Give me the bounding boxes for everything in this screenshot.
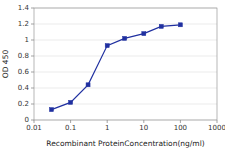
marker xyxy=(178,23,182,27)
series xyxy=(49,23,182,112)
y-tick xyxy=(31,88,34,89)
marker xyxy=(142,32,146,36)
marker xyxy=(159,24,163,28)
x-tick-label: 1000 xyxy=(208,124,225,132)
y-tick-label: 1.4 xyxy=(18,4,30,12)
grid-line xyxy=(34,104,217,105)
y-tick-label: 1 xyxy=(25,36,29,44)
y-tick-label: 1.2 xyxy=(18,20,29,28)
grid-line xyxy=(34,72,217,73)
y-tick xyxy=(31,8,34,9)
grid-line xyxy=(34,88,217,89)
marker xyxy=(49,108,53,112)
grid-line xyxy=(34,24,217,25)
y-tick xyxy=(31,40,34,41)
x-tick-label: 0.1 xyxy=(65,124,76,132)
marker xyxy=(123,36,127,40)
y-tick xyxy=(31,104,34,105)
plot-frame xyxy=(34,8,217,120)
y-tick xyxy=(31,72,34,73)
marker xyxy=(86,83,90,87)
marker xyxy=(105,44,109,48)
y-tick-label: 0.2 xyxy=(18,100,29,108)
grid xyxy=(34,8,217,120)
chart: 0 0.2 0.4 0.6 0.8 1 1.2 1.4 0.01 0.1 1 10 100 1000 Rec… xyxy=(0,0,225,150)
y-tick-label: 0.4 xyxy=(18,84,30,92)
y-tick-label: 0.6 xyxy=(18,68,30,76)
x-tick xyxy=(143,120,144,123)
x-tick xyxy=(217,120,218,123)
x-tick xyxy=(180,120,181,123)
line xyxy=(51,25,180,110)
x-tick xyxy=(107,120,108,123)
x-tick-label: 10 xyxy=(139,124,148,132)
x-tick xyxy=(70,120,71,123)
y-tick-label: 0 xyxy=(25,116,29,124)
y-tick xyxy=(31,56,34,57)
x-tick-label: 0.01 xyxy=(26,124,42,132)
y-tick xyxy=(31,24,34,25)
y-axis-label: OD 450 xyxy=(1,50,10,79)
x-axis-label: Recombinant ProteinConcentration(ng/ml) xyxy=(46,139,204,148)
marker xyxy=(69,100,73,104)
x-tick-label: 1 xyxy=(105,124,109,132)
grid-line xyxy=(34,56,217,57)
x-tick-label: 100 xyxy=(174,124,187,132)
y-tick-label: 0.8 xyxy=(18,52,29,60)
y-tick xyxy=(31,120,34,121)
x-tick xyxy=(34,120,35,123)
